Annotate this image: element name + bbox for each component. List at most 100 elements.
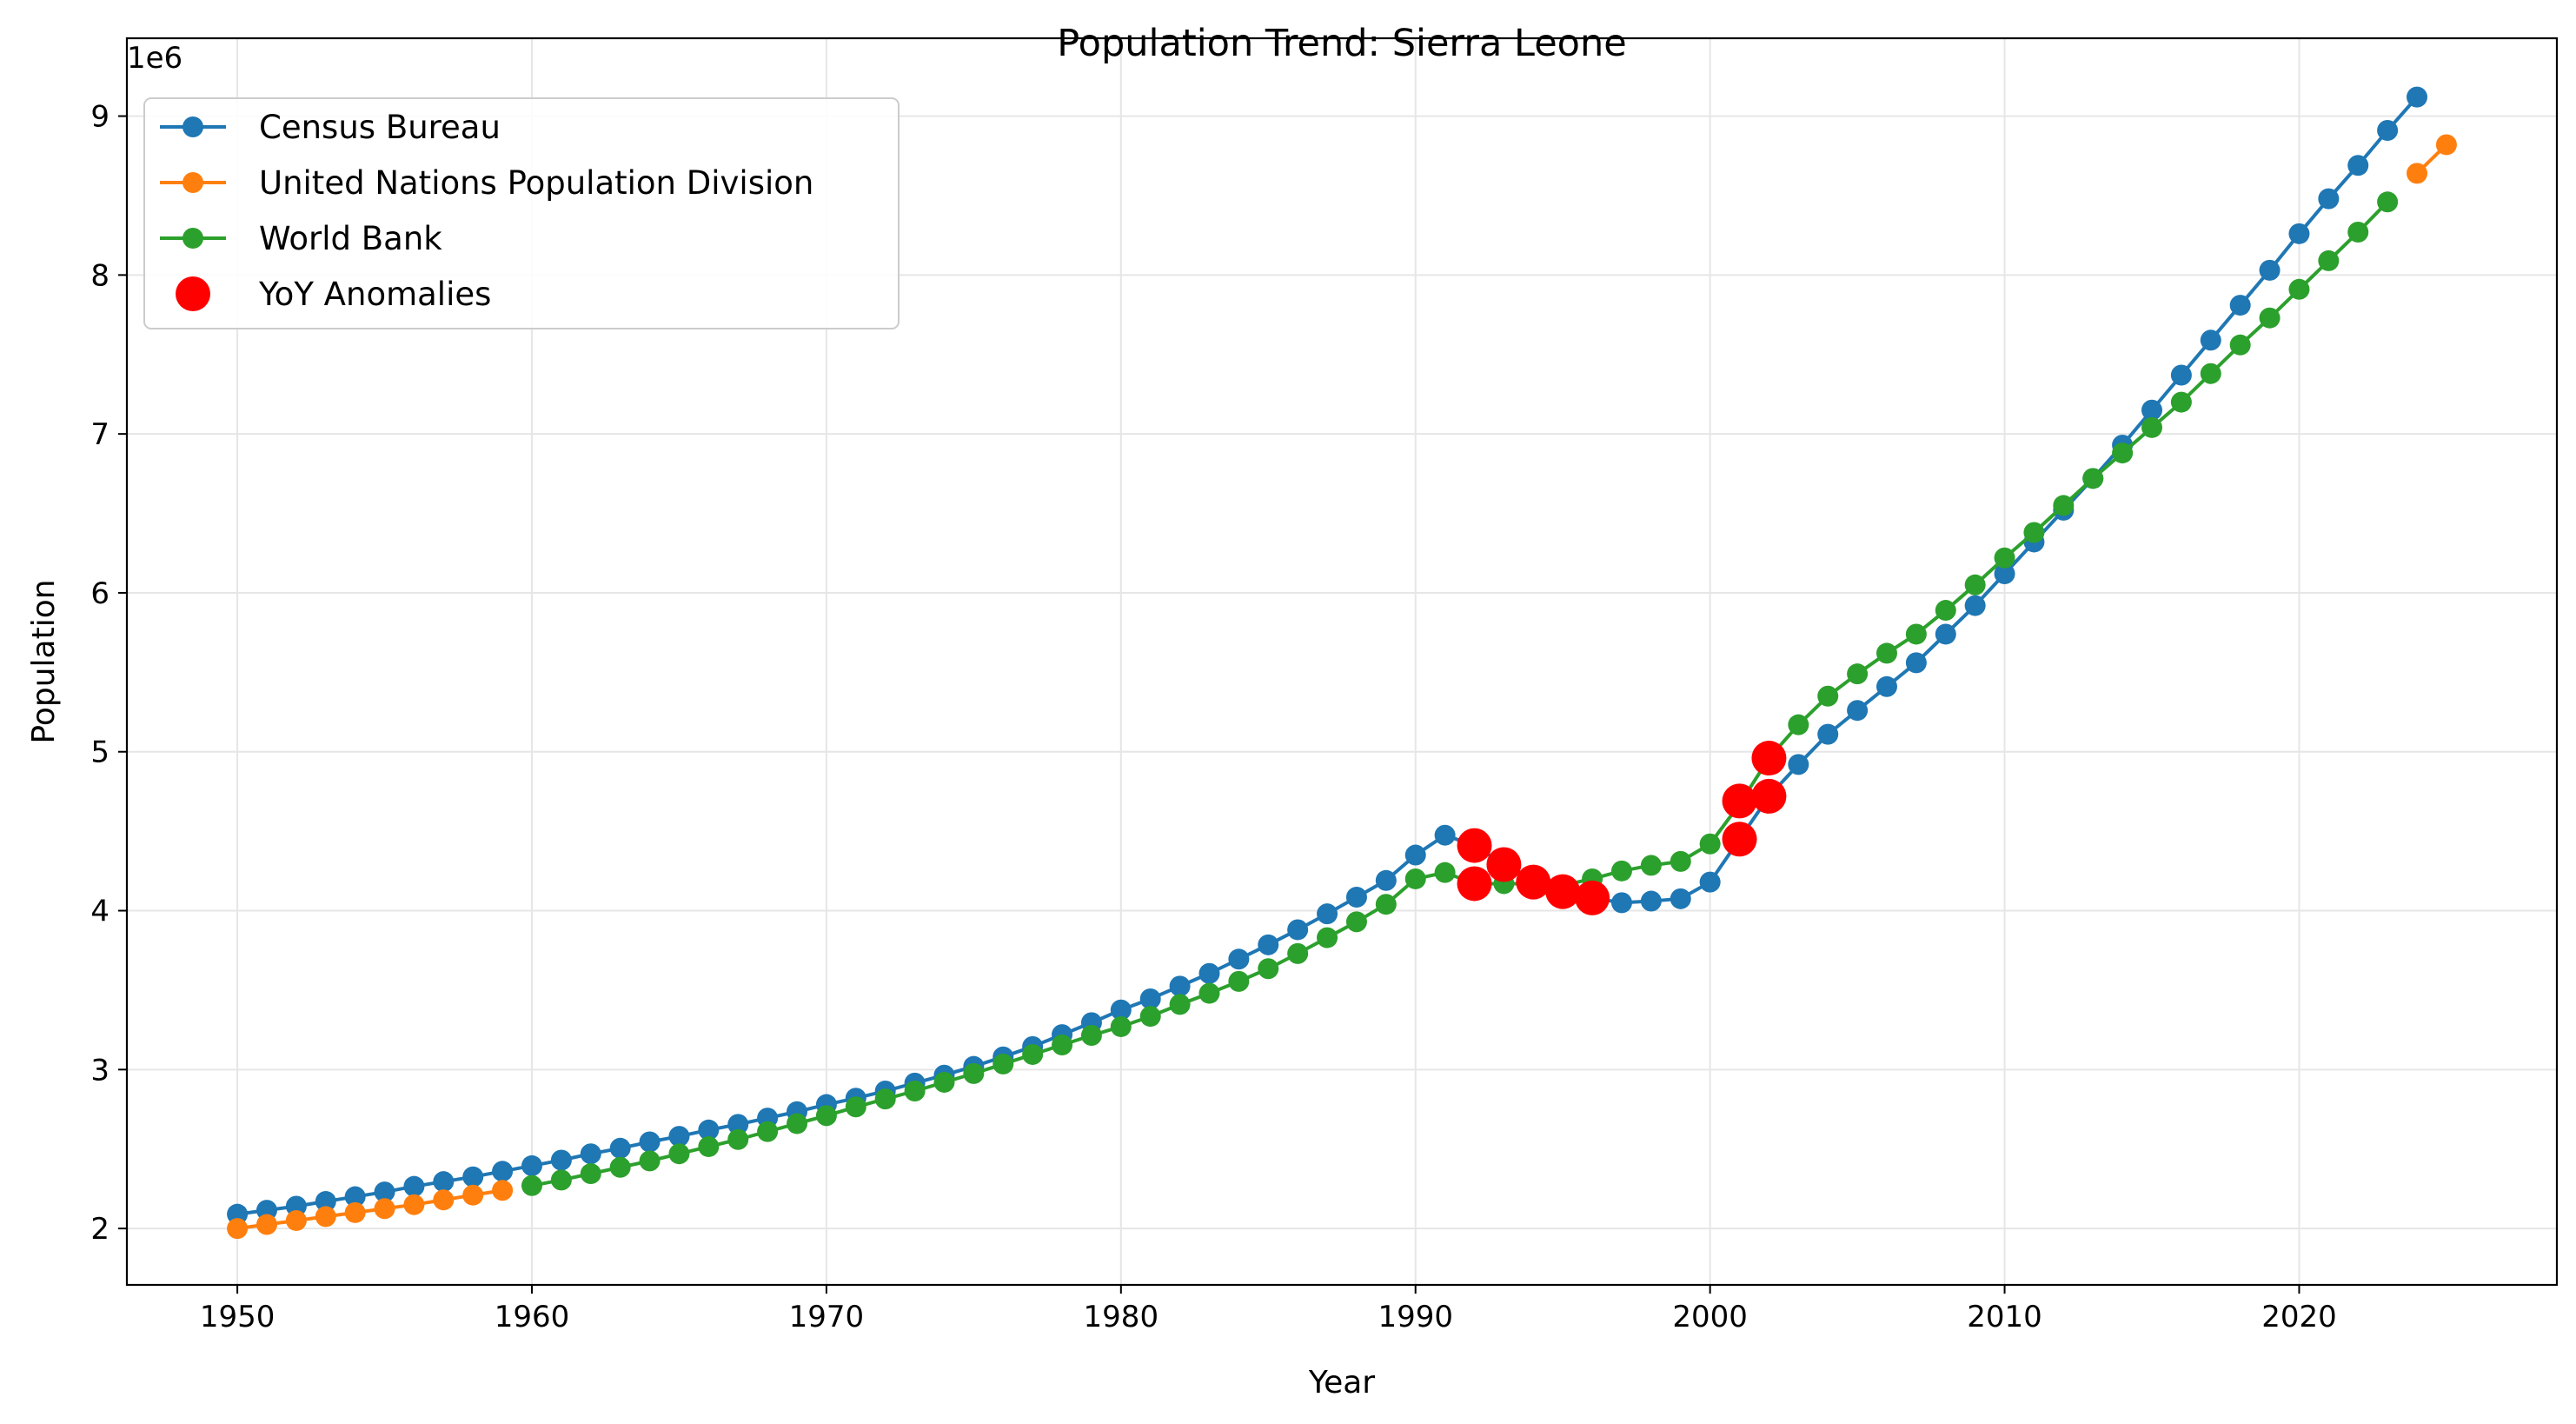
data-point (933, 1071, 955, 1093)
data-point (315, 1206, 336, 1228)
anomaly-point (1545, 874, 1581, 909)
data-point (344, 1186, 366, 1208)
data-point (521, 1155, 542, 1176)
data-point (1228, 970, 1250, 992)
data-point (1287, 942, 1309, 964)
legend-box (143, 97, 900, 329)
anomaly-point (1751, 778, 1787, 814)
data-point (1670, 850, 1691, 872)
x-tick-label: 2020 (2261, 1300, 2337, 1334)
data-point (2112, 443, 2134, 464)
data-point (2053, 495, 2075, 516)
data-point (1080, 1025, 1102, 1047)
anomaly-point (1722, 783, 1757, 819)
legend: Census Bureau United Nations Population D… (143, 97, 900, 329)
data-point (904, 1080, 926, 1101)
legend-label: World Bank (259, 220, 442, 257)
data-point (1434, 862, 1456, 883)
x-tick-label: 1960 (495, 1300, 570, 1334)
anomaly-point (1457, 828, 1492, 863)
data-point (668, 1143, 690, 1165)
data-point (580, 1163, 601, 1185)
data-point (1847, 663, 1869, 685)
data-point (403, 1175, 425, 1197)
y-offset-label: 1e6 (127, 41, 183, 76)
data-point (757, 1121, 779, 1142)
data-point (787, 1113, 808, 1135)
x-tick-label: 2000 (1672, 1300, 1748, 1334)
data-point (1169, 975, 1191, 997)
data-point (1640, 890, 1662, 912)
data-point (2141, 399, 2162, 421)
data-point (1052, 1034, 1073, 1055)
legend-item: World Bank (160, 220, 442, 257)
legend-label: YoY Anomalies (258, 276, 491, 313)
data-point (2347, 222, 2369, 243)
data-point (1375, 869, 1397, 891)
y-tick-label: 2 (90, 1212, 110, 1247)
data-point (2288, 223, 2310, 244)
data-point (1788, 714, 1809, 735)
data-point (256, 1200, 277, 1221)
data-point (285, 1209, 307, 1231)
x-tick-label: 1970 (789, 1300, 865, 1334)
data-point (1847, 700, 1869, 722)
ticks: 1950 1960 1970 1980 1990 2000 2010 2020 2 3 4 5 6 7 8 9 (90, 100, 2336, 1334)
data-point (433, 1171, 455, 1193)
data-point (1994, 563, 2015, 585)
data-point (2170, 364, 2192, 386)
data-point (2200, 363, 2221, 384)
x-tick-label: 1980 (1084, 1300, 1159, 1334)
data-point (845, 1096, 866, 1118)
y-tick-label: 4 (90, 895, 110, 929)
data-point (1345, 886, 1367, 908)
data-point (993, 1053, 1014, 1075)
data-point (227, 1203, 249, 1225)
data-point (1198, 962, 1220, 984)
data-point (1287, 919, 1309, 941)
data-point (315, 1191, 336, 1213)
data-point (698, 1135, 720, 1157)
data-point (1935, 623, 1956, 645)
x-axis-label: Year (1308, 1365, 1375, 1401)
legend-item: United Nations Population Division (160, 164, 813, 202)
data-point (963, 1062, 985, 1084)
series-1 (227, 134, 2457, 1240)
legend-marker (176, 276, 210, 311)
data-point (2082, 468, 2104, 489)
legend-label: United Nations Population Division (259, 164, 813, 202)
data-point (1434, 824, 1456, 846)
data-point (1317, 903, 1338, 925)
data-point (256, 1214, 277, 1235)
data-point (639, 1131, 661, 1153)
data-point (1139, 1006, 1161, 1028)
data-point (874, 1088, 896, 1110)
y-tick-label: 7 (90, 417, 110, 452)
data-point (609, 1137, 631, 1159)
data-point (1905, 652, 1927, 674)
data-point (1198, 982, 1220, 1004)
series-layer (227, 86, 2457, 1240)
data-point (2407, 86, 2428, 108)
data-point (668, 1126, 690, 1148)
data-point (1788, 754, 1809, 775)
data-point (550, 1149, 572, 1171)
chart-title: Population Trend: Sierra Leone (1057, 22, 1626, 65)
data-point (2229, 334, 2251, 356)
data-point (2347, 155, 2369, 176)
data-point (1110, 1015, 1132, 1037)
data-point (727, 1114, 749, 1135)
data-point (1258, 934, 1279, 955)
data-point (2200, 329, 2221, 351)
data-point (1404, 868, 1426, 889)
anomaly-point (1457, 866, 1492, 902)
y-axis-label: Population (26, 579, 62, 743)
legend-marker (183, 116, 203, 137)
data-point (2377, 120, 2399, 142)
data-point (1139, 988, 1161, 1009)
plot-frame (125, 37, 2559, 1287)
data-point (492, 1161, 514, 1182)
data-point (1935, 600, 1956, 622)
